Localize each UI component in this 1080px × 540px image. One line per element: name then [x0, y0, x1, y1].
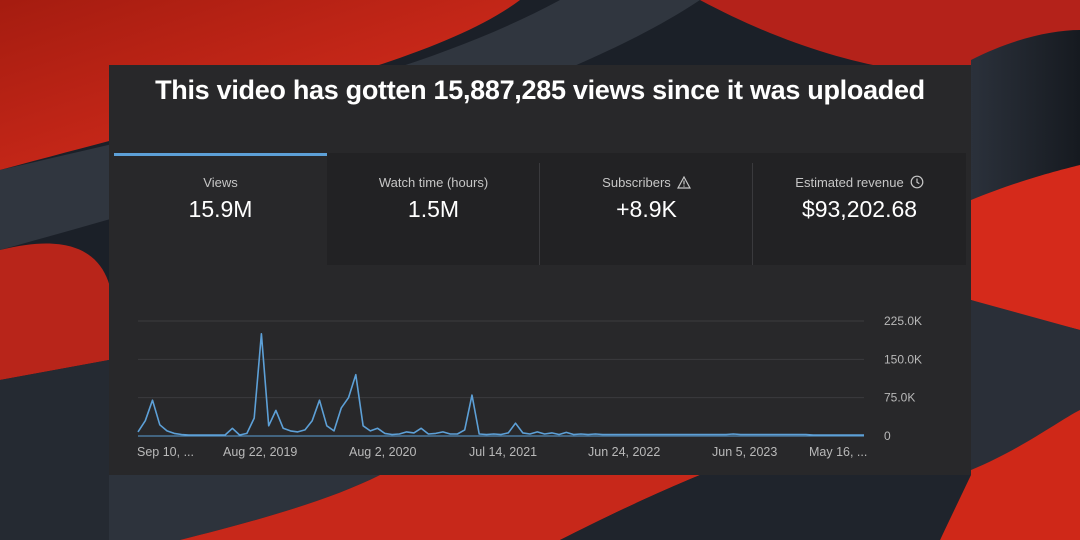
tab-watch-time-value: 1.5M	[407, 196, 460, 222]
metric-tabs: Views 15.9M Watch time (hours) 1.5M Subs…	[114, 153, 966, 265]
x-tick-label: Jul 14, 2021	[469, 445, 537, 459]
warning-icon	[676, 175, 691, 192]
tab-views[interactable]: Views 15.9M	[114, 153, 327, 265]
tab-watch-time-label: Watch time (hours)	[378, 175, 489, 190]
active-tab-indicator	[114, 153, 327, 156]
tab-views-label: Views	[203, 175, 238, 190]
views-series-line	[137, 332, 864, 436]
x-tick-label: Sep 10, ...	[137, 445, 194, 459]
y-tick-label: 150.0K	[884, 352, 922, 366]
analytics-panel: This video has gotten 15,887,285 views s…	[109, 65, 971, 475]
y-tick-label: 75.0K	[884, 391, 915, 405]
x-tick-label: Jun 24, 2022	[588, 445, 660, 459]
tab-watch-time[interactable]: Watch time (hours) 1.5M	[327, 153, 540, 265]
tab-revenue-value: $93,202.68	[801, 196, 918, 222]
tab-views-value: 15.9M	[188, 196, 253, 222]
tab-subscribers[interactable]: Subscribers +8.9K	[540, 153, 753, 265]
x-tick-label: Aug 2, 2020	[349, 445, 416, 459]
x-tick-label: Jun 5, 2023	[712, 445, 777, 459]
y-tick-label: 0	[884, 429, 891, 443]
tab-subscribers-header: Subscribers	[540, 175, 753, 192]
tab-subscribers-label: Subscribers	[602, 175, 671, 190]
headline: This video has gotten 15,887,285 views s…	[155, 75, 925, 105]
tab-revenue-label: Estimated revenue	[795, 175, 904, 190]
tab-estimated-revenue[interactable]: Estimated revenue $93,202.68	[753, 153, 966, 265]
tab-subscribers-value: +8.9K	[616, 196, 677, 222]
clock-icon	[910, 175, 924, 192]
x-tick-label: May 16, ...	[809, 445, 867, 459]
x-tick-label: Aug 22, 2019	[223, 445, 297, 459]
tab-revenue-header: Estimated revenue	[753, 175, 966, 192]
y-tick-label: 225.0K	[884, 314, 922, 328]
views-line-chart: 225.0K 150.0K 75.0K 0 Sep 10, ... Aug 22, 201…	[137, 314, 922, 459]
